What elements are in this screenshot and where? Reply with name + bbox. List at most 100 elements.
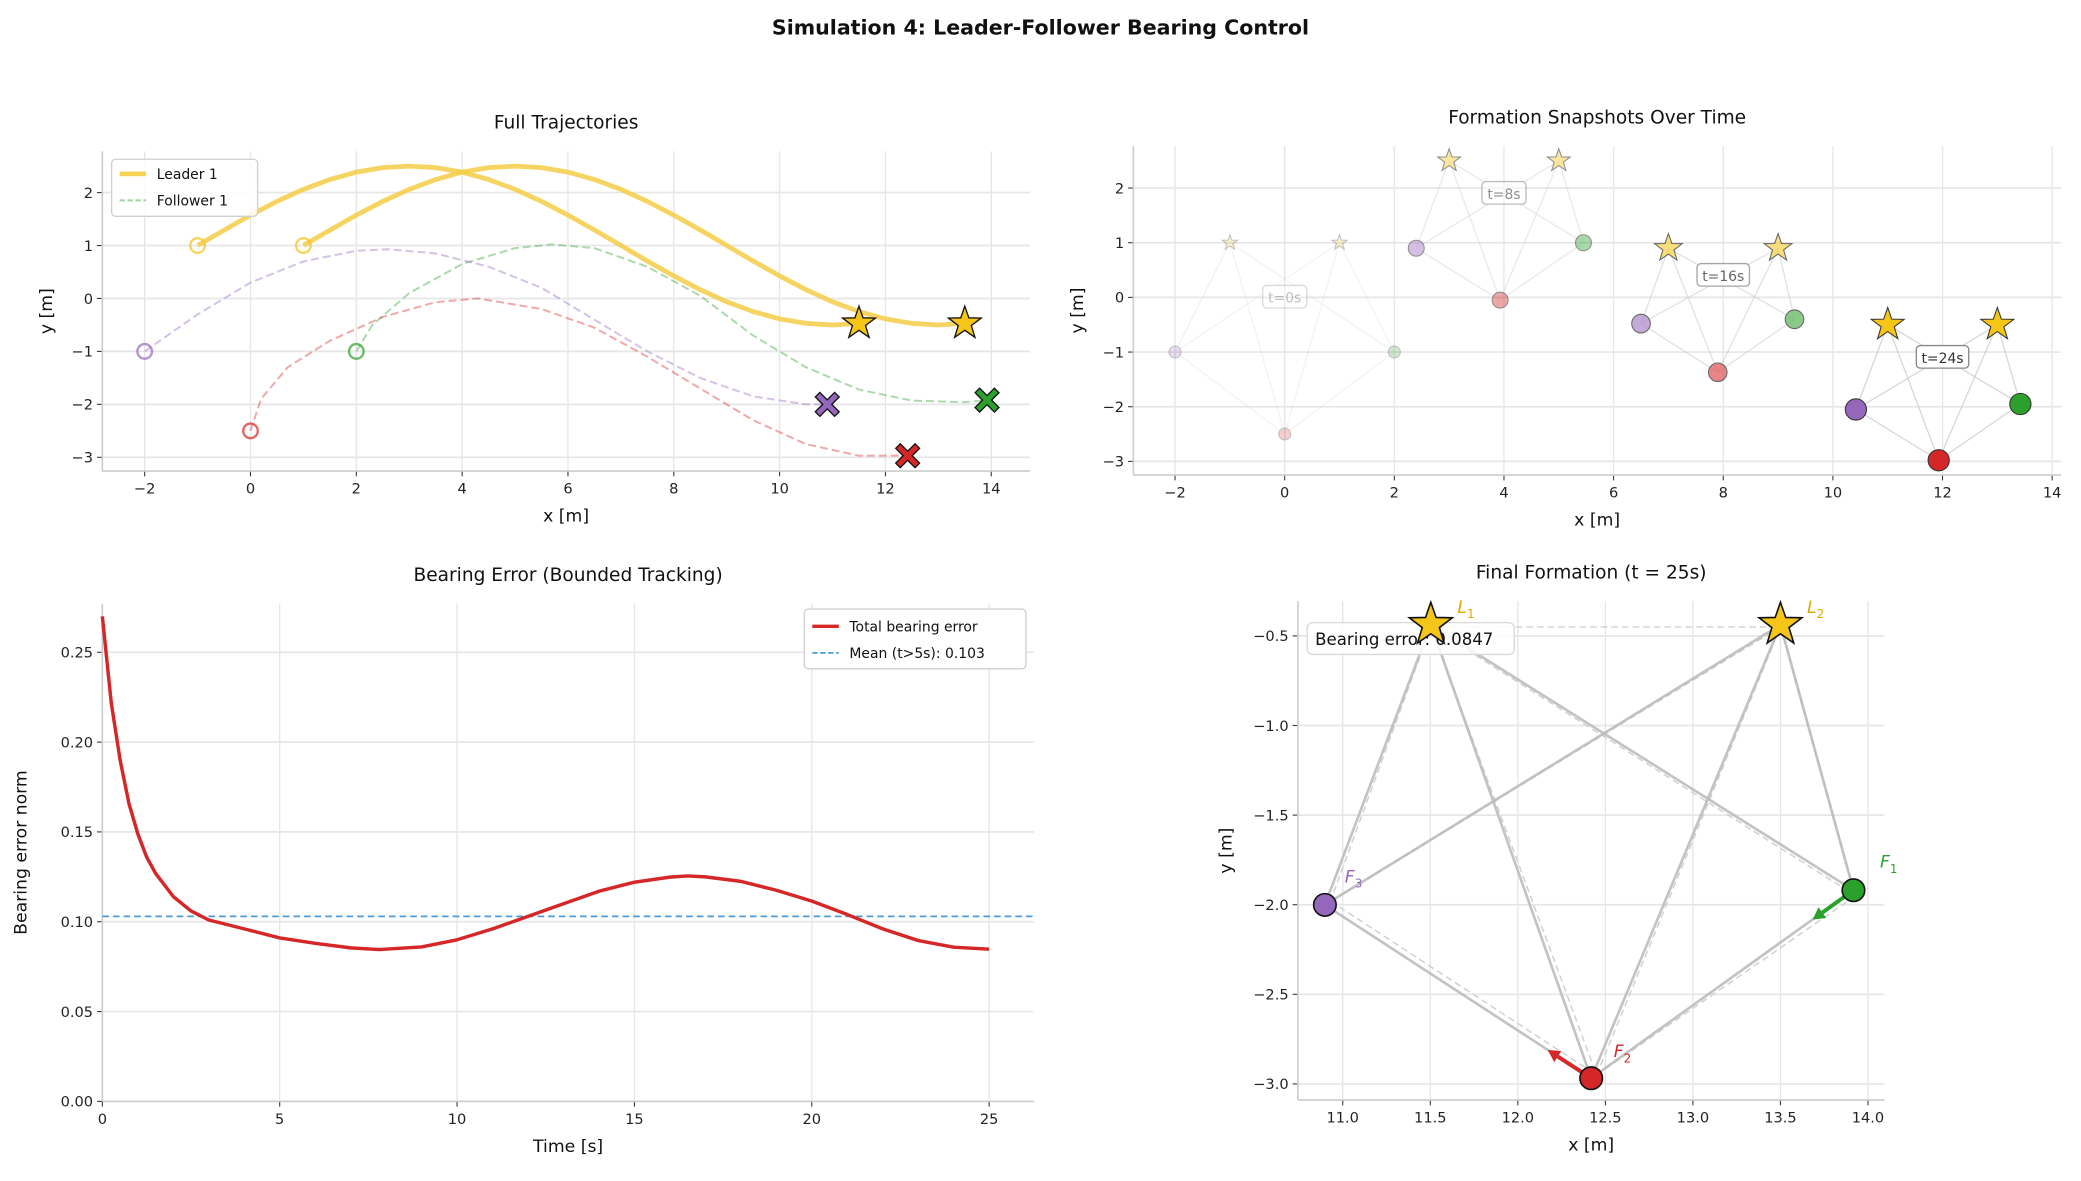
follower-marker [1927, 449, 1950, 472]
formation-edge [1855, 324, 1889, 410]
snapshot-3: t=24s [1844, 305, 2032, 472]
follower-trajectory-line [355, 243, 988, 404]
legend-box [803, 608, 1027, 670]
follower-marker [1278, 427, 1292, 441]
x-tick-label: 0 [1280, 485, 1289, 502]
x-tick-label: 6 [1609, 485, 1618, 502]
agent-label-letter: L [1457, 598, 1467, 618]
x-tick-label: 8 [669, 481, 678, 498]
follower-end-x [974, 387, 1000, 414]
legend-entry: Follower 1 [157, 194, 228, 210]
y-tick-label: −0.5 [1253, 628, 1288, 645]
y-tick-label: −2.0 [1253, 897, 1288, 914]
x-tick-label: 4 [1499, 485, 1508, 502]
snapshot-time-label: t=0s [1261, 284, 1308, 309]
x-axis-label: x [m] [1568, 1135, 1614, 1155]
formation-edge [1174, 242, 1231, 353]
formation-edge [1589, 624, 1782, 1079]
follower-marker-F2 [1579, 1066, 1604, 1091]
grid [102, 151, 1030, 472]
y-tick-label: −1 [72, 344, 94, 361]
legend: Leader 1 Follower 1 [110, 158, 259, 217]
snapshot-time-label: t=8s [1481, 180, 1527, 205]
agent-label-F1: F1 [1880, 853, 1898, 876]
x-tick-label: 12 [876, 481, 895, 498]
agent-label-letter: F [1614, 1042, 1625, 1062]
follower-marker [1491, 291, 1509, 309]
label-text: t=8s [1487, 187, 1520, 203]
x-tick-label: 8 [1719, 485, 1728, 502]
start-marker [241, 422, 259, 440]
y-tick-label: −2 [72, 397, 94, 414]
x-tick-label: 14 [982, 481, 1001, 498]
chart-title: Full Trajectories [494, 113, 639, 134]
y-tick-label: 0.05 [61, 1004, 93, 1021]
formation-edge [1717, 318, 1795, 373]
x-tick-label: 4 [457, 481, 466, 498]
formation-edge [1229, 242, 1286, 435]
y-tick-label: 1 [1115, 235, 1124, 252]
x-tick-label: −2 [1164, 485, 1186, 502]
formation-edge [1415, 247, 1501, 301]
follower-marker [2009, 392, 2032, 416]
snapshot-time-label: t=16s [1696, 262, 1751, 287]
formation-edge [1499, 242, 1584, 301]
formation-edge [1229, 242, 1395, 353]
leader-end-star [946, 304, 984, 339]
formation-edge [1430, 623, 1855, 892]
leader-trajectory-line [302, 163, 966, 328]
agent-label-F3: F3 [1345, 867, 1363, 890]
follower-marker [1387, 345, 1401, 359]
agent-label-subscript: 3 [1355, 877, 1363, 891]
y-axis-label: Bearing error norm [12, 770, 32, 935]
chart-title: Final Formation (t = 25s) [1476, 563, 1707, 584]
follower-marker-F3 [1312, 892, 1337, 917]
leader-star-L2 [1756, 599, 1805, 645]
y-tick-label: 0.25 [61, 645, 93, 662]
formation-edge [1324, 623, 1782, 907]
follower-trajectory-line [144, 248, 828, 406]
y-tick-label: 1 [84, 238, 93, 255]
x-tick-label: −2 [134, 481, 156, 498]
follower-end-x [814, 391, 841, 418]
agent-label-F2: F2 [1614, 1042, 1632, 1065]
legend-entry: Total bearing error [848, 620, 978, 636]
desired-bearing-edge [1330, 900, 1598, 1076]
y-axis-label: y [m] [37, 288, 57, 334]
annotation-text: Bearing error: 0.0847 [1315, 630, 1493, 649]
x-tick-label: 2 [352, 481, 361, 498]
follower-marker [1574, 234, 1592, 252]
snapshot-time-label: t=24s [1915, 344, 1970, 369]
y-tick-label: 0.20 [61, 734, 93, 751]
chart-title: Bearing Error (Bounded Tracking) [414, 565, 723, 586]
agent-label-subscript: 2 [1817, 607, 1825, 621]
x-axis-label: Time [s] [532, 1137, 603, 1157]
formation-edge [1590, 889, 1855, 1080]
final-formation-panel: 11.0 11.5 12.0 12.5 13.0 13.5 14.0 −3.0 −2.5 −2.0… [1217, 563, 1898, 1156]
x-tick-label: 5 [275, 1111, 284, 1128]
follower-trajectory-line [249, 297, 908, 457]
y-tick-label: 0 [84, 291, 93, 308]
y-tick-label: −3.0 [1253, 1076, 1288, 1093]
follower-marker [1784, 309, 1805, 330]
x-tick-label: 12.5 [1589, 1110, 1621, 1127]
leader-star [1330, 233, 1349, 251]
x-tick-label: 12.0 [1502, 1110, 1534, 1127]
formation-edge [1499, 160, 1560, 301]
label-box [1261, 284, 1308, 309]
legend-entry: Leader 1 [157, 167, 218, 183]
formation-edge [1640, 323, 1719, 373]
label-box [1915, 344, 1970, 369]
x-tick-label: 10 [1824, 485, 1843, 502]
formation-edge [1996, 324, 2022, 405]
start-marker [136, 342, 154, 360]
formation-edge [1415, 160, 1450, 249]
follower-marker [1844, 398, 1868, 421]
x-tick-label: 2 [1390, 485, 1399, 502]
leader-star [1979, 305, 2016, 340]
formation-edge [1887, 324, 1940, 461]
bearing-error-line [100, 616, 990, 952]
leader-star [1653, 231, 1684, 262]
agent-label-letter: L [1807, 598, 1817, 618]
